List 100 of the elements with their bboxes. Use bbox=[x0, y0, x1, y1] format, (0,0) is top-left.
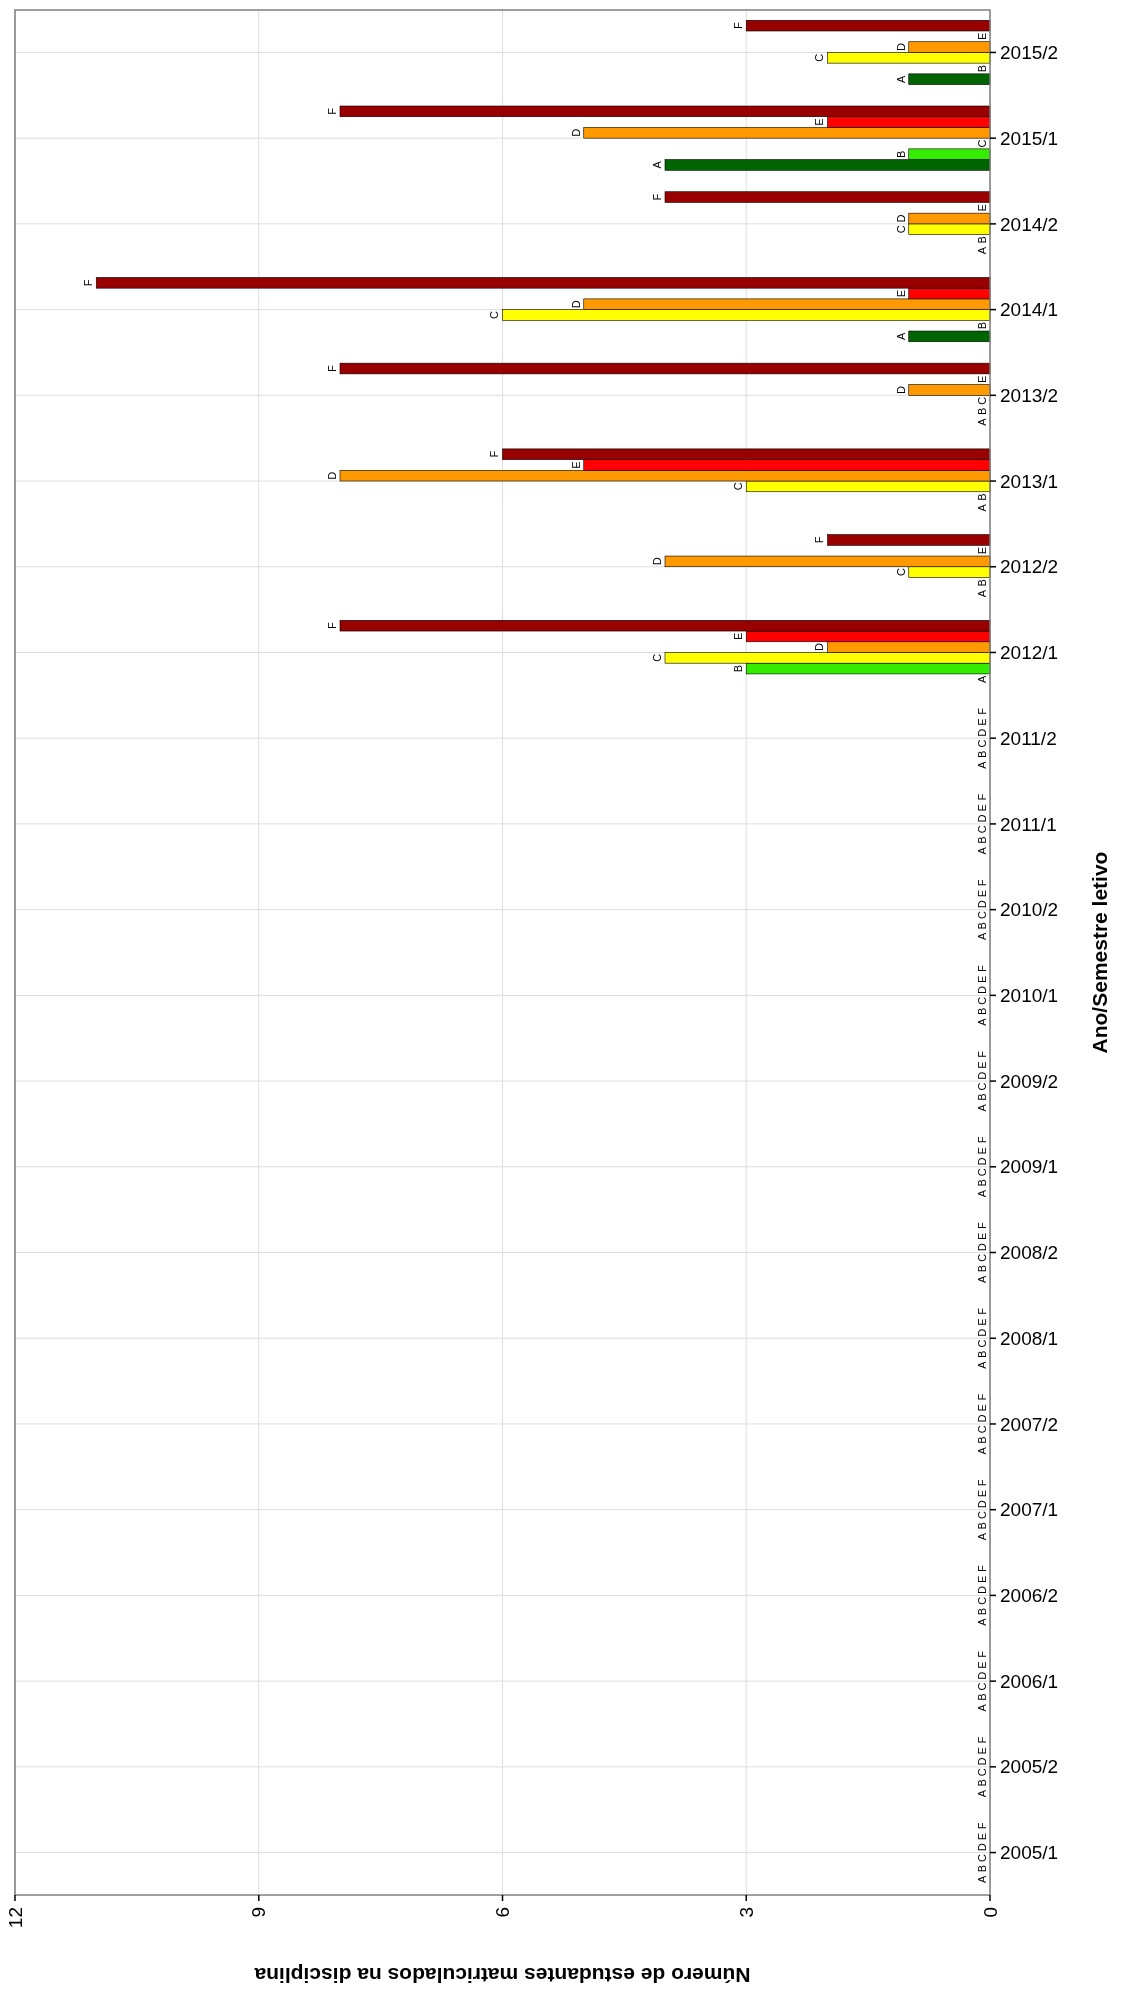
text: D bbox=[975, 986, 988, 994]
text: C bbox=[975, 996, 988, 1005]
text: D bbox=[975, 1843, 988, 1852]
text: E bbox=[975, 1575, 988, 1584]
y-tick-label: 2009/2 bbox=[1000, 1070, 1059, 1092]
text: D bbox=[894, 214, 907, 223]
text: E bbox=[975, 1147, 988, 1155]
text: C bbox=[975, 1511, 988, 1520]
text: C bbox=[975, 1425, 988, 1434]
text: F bbox=[82, 279, 95, 287]
y-tick-label: 2009/1 bbox=[1000, 1156, 1059, 1178]
text: D bbox=[975, 1243, 988, 1252]
text: E bbox=[975, 1318, 988, 1326]
x-tick-label: 6 bbox=[492, 1907, 514, 1918]
text: A bbox=[975, 1447, 988, 1455]
text: F bbox=[975, 879, 988, 887]
text: E bbox=[975, 975, 988, 983]
text: B bbox=[732, 664, 745, 673]
text: C bbox=[650, 653, 663, 662]
text: F bbox=[975, 708, 988, 715]
text: D bbox=[975, 1757, 988, 1766]
text: C bbox=[975, 1339, 988, 1348]
text: B bbox=[894, 150, 907, 158]
text: D bbox=[975, 1414, 988, 1423]
x-tick-label: 3 bbox=[735, 1907, 757, 1918]
text: A bbox=[975, 1189, 988, 1198]
text: A bbox=[975, 847, 988, 855]
y-tick-label: 2013/2 bbox=[1000, 384, 1059, 406]
text: B bbox=[975, 64, 988, 73]
text: C bbox=[975, 139, 988, 148]
text: A bbox=[975, 418, 988, 426]
text: C bbox=[975, 1768, 988, 1777]
text: F bbox=[325, 365, 338, 372]
text: C bbox=[813, 53, 826, 62]
text: E bbox=[894, 289, 907, 298]
text: A bbox=[975, 589, 988, 598]
text: E bbox=[813, 118, 826, 126]
text: E bbox=[975, 32, 988, 41]
bar bbox=[908, 330, 991, 343]
text: D bbox=[894, 385, 907, 394]
text: B bbox=[975, 1607, 988, 1616]
bar bbox=[827, 534, 991, 546]
text: A bbox=[975, 761, 988, 769]
text: B bbox=[975, 1007, 988, 1016]
text: B bbox=[975, 321, 988, 330]
text: F bbox=[975, 1650, 988, 1658]
text: A bbox=[975, 1275, 988, 1283]
text: F bbox=[975, 1050, 988, 1058]
text: C bbox=[975, 1853, 988, 1862]
text: B bbox=[975, 1864, 988, 1873]
text: E bbox=[569, 461, 582, 469]
text: A bbox=[975, 1018, 988, 1026]
text: F bbox=[488, 450, 501, 458]
y-tick-label: 2013/1 bbox=[1000, 470, 1059, 492]
text: F bbox=[975, 1479, 988, 1487]
x-tick-label: 12 bbox=[4, 1907, 26, 1929]
text: C bbox=[975, 739, 988, 748]
text: F bbox=[975, 1393, 988, 1401]
y-tick-label: 2015/1 bbox=[1000, 127, 1059, 149]
text: A bbox=[975, 246, 988, 255]
text: A bbox=[975, 1361, 988, 1369]
text: D bbox=[975, 900, 988, 909]
y-tick-label: 2012/1 bbox=[1000, 642, 1059, 664]
text: A bbox=[975, 1618, 988, 1626]
text: E bbox=[975, 204, 988, 212]
text: E bbox=[975, 375, 988, 383]
y-axis-title: Ano/Semestre letivo bbox=[1088, 851, 1112, 1054]
text: C bbox=[894, 568, 907, 577]
text: A bbox=[975, 1789, 988, 1798]
text: F bbox=[975, 1136, 988, 1144]
text: B bbox=[975, 922, 988, 930]
text: B bbox=[975, 493, 988, 501]
text: C bbox=[975, 396, 988, 405]
text: E bbox=[975, 1232, 988, 1241]
text: F bbox=[975, 1308, 988, 1315]
text: F bbox=[975, 1736, 988, 1744]
text: D bbox=[569, 128, 582, 137]
text: D bbox=[975, 728, 988, 737]
text: A bbox=[975, 1104, 988, 1112]
text: E bbox=[975, 1404, 988, 1412]
bar bbox=[908, 73, 991, 85]
text: F bbox=[732, 22, 745, 30]
text: F bbox=[325, 622, 338, 630]
text: B bbox=[975, 1693, 988, 1701]
text: A bbox=[894, 332, 907, 341]
text: C bbox=[488, 310, 501, 319]
text: D bbox=[975, 1157, 988, 1166]
text: C bbox=[975, 825, 988, 834]
bar bbox=[339, 362, 991, 375]
text: D bbox=[975, 814, 988, 823]
text: C bbox=[975, 1253, 988, 1262]
text: D bbox=[813, 643, 826, 652]
y-tick-label: 2010/1 bbox=[1000, 985, 1059, 1007]
text: C bbox=[975, 1082, 988, 1091]
text: B bbox=[975, 407, 988, 416]
y-tick-label: 2012/2 bbox=[1000, 556, 1059, 578]
text: C bbox=[732, 482, 745, 491]
text: D bbox=[975, 1671, 988, 1680]
text: C bbox=[975, 911, 988, 919]
y-tick-label: 2005/2 bbox=[1000, 1756, 1059, 1778]
